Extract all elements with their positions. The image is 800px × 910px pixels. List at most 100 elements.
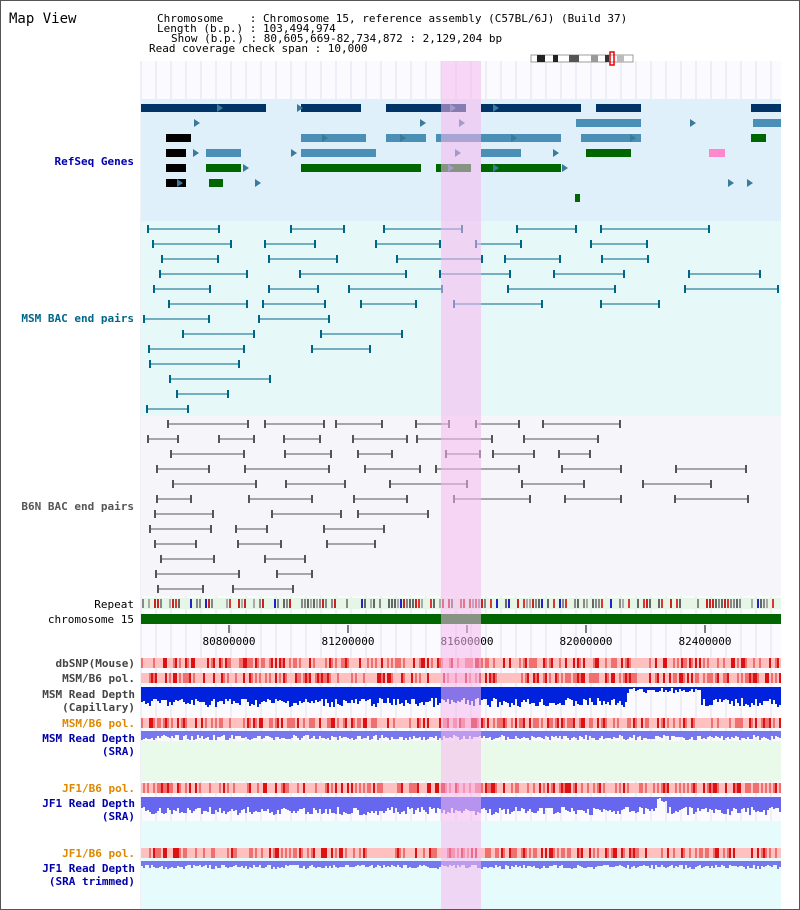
depth-bar: [731, 861, 733, 866]
bac-end: [561, 465, 563, 473]
depth-bar: [195, 861, 197, 866]
depth-bar: [543, 687, 545, 705]
repeat-mark: [175, 599, 177, 608]
pol-mark: [401, 673, 403, 683]
pol-mark: [529, 848, 531, 858]
pol-mark: [395, 848, 397, 858]
pol-mark: [421, 658, 423, 668]
depth-bar: [185, 687, 187, 704]
pol-mark: [309, 718, 311, 728]
depth-bar: [481, 731, 483, 738]
depth-bar: [423, 731, 425, 737]
track-label-b6n-bac[interactable]: B6N BAC end pairs: [21, 500, 134, 513]
track-label-msm-bac[interactable]: MSM BAC end pairs: [21, 312, 134, 325]
depth-bar: [661, 687, 663, 688]
depth-bar: [289, 797, 291, 811]
pol-mark: [597, 673, 599, 683]
depth-bar: [191, 731, 193, 736]
depth-bar: [373, 687, 375, 704]
pol-mark: [371, 658, 373, 668]
selected-region-highlight[interactable]: [441, 61, 481, 909]
depth-bar: [555, 731, 557, 736]
pol-mark: [423, 848, 425, 858]
refseq-gene-features[interactable]: [141, 104, 781, 202]
depth-bar: [697, 687, 699, 690]
bac-end: [195, 540, 197, 548]
depth-bar: [325, 861, 327, 866]
pol-mark: [295, 848, 297, 858]
pol-mark: [503, 718, 505, 728]
depth-bar: [193, 861, 195, 865]
axis-tick-label: 80800000: [203, 635, 256, 648]
depth-bar: [219, 687, 221, 701]
pol-mark: [729, 718, 731, 728]
pol-mark: [533, 848, 535, 858]
depth-bar: [745, 687, 747, 704]
depth-bar: [623, 797, 625, 809]
depth-bar: [771, 861, 773, 867]
depth-bar: [315, 797, 317, 810]
depth-bar: [233, 687, 235, 701]
depth-bar: [485, 731, 487, 738]
depth-bar: [631, 731, 633, 738]
pol-mark: [227, 658, 229, 668]
depth-bar: [635, 797, 637, 813]
depth-bar: [395, 731, 397, 739]
depth-bar: [309, 861, 311, 866]
gene-arrow: [728, 179, 734, 187]
bac-end: [405, 270, 407, 278]
depth-bar: [543, 731, 545, 739]
bac-end: [529, 495, 531, 503]
bac-end: [156, 495, 158, 503]
track-label-refseq[interactable]: RefSeq Genes: [54, 155, 134, 168]
pol-mark: [175, 673, 177, 683]
depth-bar: [535, 687, 537, 706]
depth-bar: [157, 731, 159, 736]
depth-bar: [553, 731, 555, 737]
depth-bar: [559, 731, 561, 736]
track-label-msm-pol-1: MSM/B6 pol.: [62, 672, 135, 685]
pol-mark: [523, 848, 525, 858]
pol-mark: [559, 658, 561, 668]
pol-mark: [753, 783, 755, 793]
pol-mark: [565, 673, 567, 683]
depth-bar: [515, 687, 517, 699]
bac-end: [684, 285, 686, 293]
pol-mark: [641, 783, 643, 793]
pol-mark: [399, 783, 401, 793]
depth-bar: [149, 731, 151, 739]
depth-bar: [181, 861, 183, 867]
depth-bar: [601, 731, 603, 736]
pol-mark: [737, 673, 739, 683]
depth-bar: [691, 797, 693, 808]
depth-bar: [257, 797, 259, 812]
depth-bar: [633, 731, 635, 735]
pol-mark: [547, 718, 549, 728]
pol-mark: [297, 783, 299, 793]
pol-mark: [331, 718, 333, 728]
depth-bar: [347, 687, 349, 703]
depth-bar: [571, 861, 573, 869]
gene-arrow: [420, 119, 426, 127]
depth-bar: [369, 861, 371, 866]
depth-bar: [271, 861, 273, 869]
depth-bar: [147, 861, 149, 865]
pol-mark: [635, 673, 637, 683]
pol-mark: [381, 783, 383, 793]
gene-feature: [206, 149, 241, 157]
pol-mark: [221, 673, 223, 683]
depth-bar: [439, 861, 441, 867]
pol-mark: [379, 783, 381, 793]
depth-bar: [593, 797, 595, 808]
pol-mark: [611, 658, 613, 668]
pol-mark: [631, 848, 633, 858]
pol-mark: [241, 658, 243, 668]
bac-end: [169, 375, 171, 383]
pol-mark: [553, 848, 555, 858]
depth-bar: [499, 861, 501, 866]
depth-bar: [711, 687, 713, 705]
depth-bar: [319, 687, 321, 701]
depth-bar: [565, 797, 567, 810]
pol-mark: [255, 848, 257, 858]
